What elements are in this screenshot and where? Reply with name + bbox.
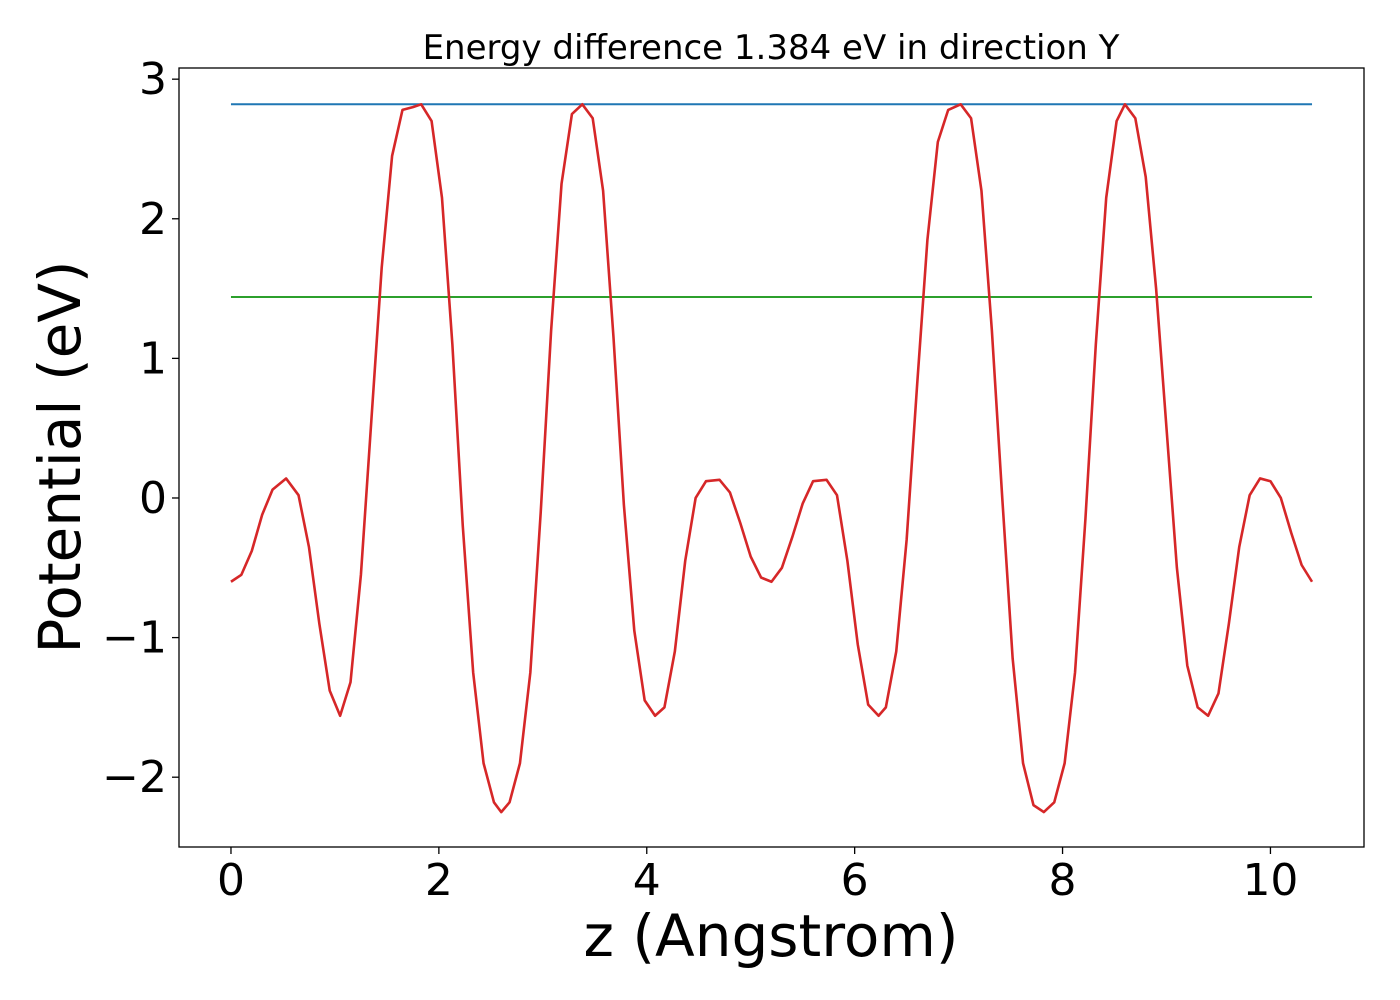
x-tick-label: 6 (841, 855, 869, 906)
potential-curve (230, 103, 1314, 814)
x-tick-label: 2 (425, 855, 453, 906)
y-tick-label: −1 (102, 613, 167, 664)
y-tick-label: 3 (139, 54, 167, 105)
y-tick-label: 1 (139, 333, 167, 384)
series-layer (230, 103, 1314, 814)
x-tick-label: 8 (1049, 855, 1077, 906)
chart-title: Energy difference 1.384 eV in direction … (423, 28, 1120, 68)
y-tick-label: 2 (139, 194, 167, 245)
x-tick-label: 4 (633, 855, 661, 906)
x-tick-label: 0 (217, 855, 245, 906)
y-axis-label: Potential (eV) (26, 260, 94, 653)
x-axis-label: z (Angstrom) (584, 902, 959, 970)
y-axis: −2 −1 0 1 2 3 (102, 54, 179, 803)
y-tick-label: −2 (102, 752, 167, 803)
plot-frame (178, 67, 1365, 848)
x-axis: 0 2 4 6 8 10 (217, 847, 1298, 906)
x-tick-label: 10 (1242, 855, 1298, 906)
y-tick-label: 0 (139, 473, 167, 524)
